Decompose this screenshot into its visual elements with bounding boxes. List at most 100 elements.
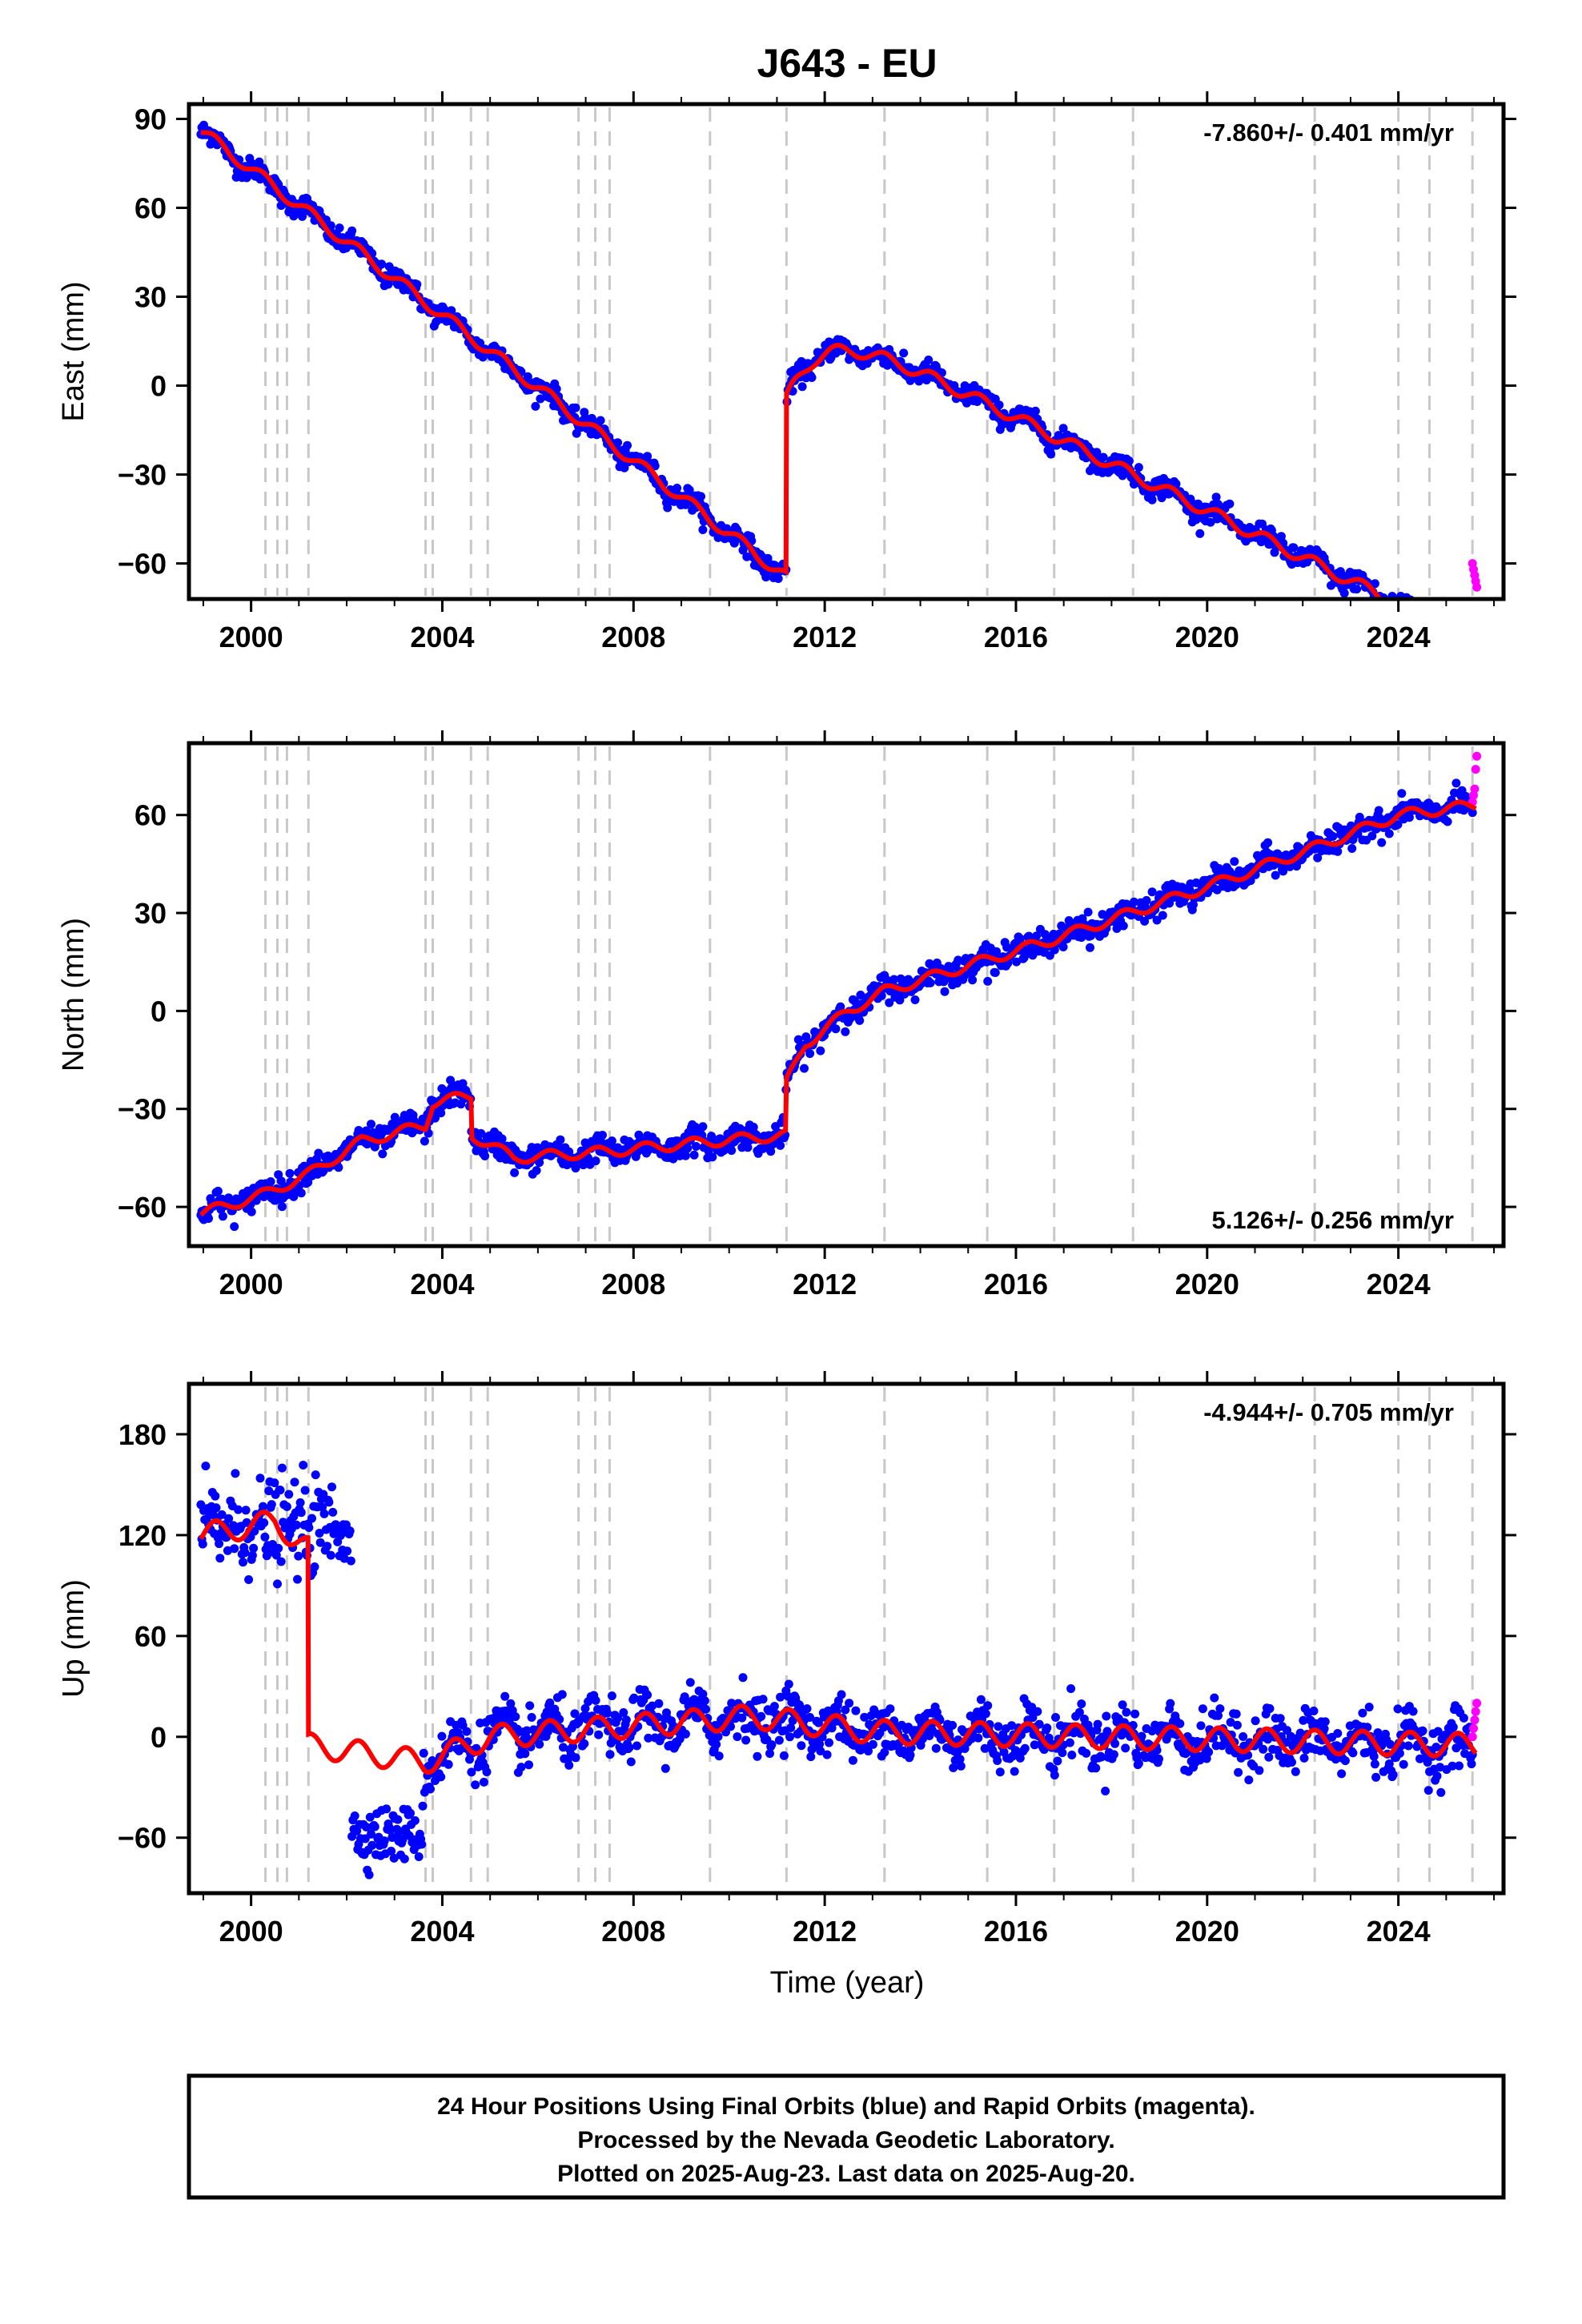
- data-point-final: [510, 1168, 520, 1177]
- data-point-final: [1386, 1739, 1395, 1749]
- data-point-final: [1067, 1751, 1077, 1759]
- data-point-final: [1020, 1743, 1030, 1753]
- x-tick-label: 2000: [219, 1915, 283, 1948]
- data-point-final: [1195, 529, 1205, 538]
- data-point-final: [339, 1554, 349, 1563]
- data-point-final: [995, 1767, 1005, 1777]
- data-point-final: [1431, 1743, 1441, 1752]
- data-point-final: [557, 1690, 567, 1699]
- data-point-final: [1435, 623, 1443, 632]
- data-point-final: [895, 995, 905, 1005]
- figure-title: J643 - EU: [757, 41, 937, 86]
- x-tick-label: 2016: [984, 621, 1048, 653]
- data-point-final: [1374, 806, 1383, 815]
- data-point-final: [1125, 456, 1134, 466]
- data-point-final: [1415, 609, 1423, 618]
- x-tick-label: 2012: [793, 621, 857, 653]
- data-point-final: [1339, 589, 1349, 598]
- data-point-final: [326, 221, 335, 231]
- data-point-final: [1399, 1759, 1408, 1769]
- data-point-final: [1030, 406, 1040, 416]
- data-point-final: [607, 1691, 616, 1701]
- data-point-final: [1271, 870, 1280, 880]
- data-point-final: [669, 1154, 678, 1164]
- data-point-final: [727, 1146, 737, 1156]
- final-orbit-points: [196, 120, 1474, 642]
- data-point-final: [311, 1470, 320, 1480]
- data-point-final: [993, 1756, 1002, 1765]
- data-point-final: [680, 1692, 689, 1702]
- data-point-final: [648, 1701, 657, 1711]
- data-point-final: [1313, 853, 1323, 862]
- data-point-final: [1393, 820, 1403, 830]
- data-point-final: [552, 384, 561, 394]
- data-point-final: [1033, 1707, 1042, 1716]
- data-point-final: [769, 1702, 779, 1711]
- data-point-final: [805, 1049, 815, 1059]
- data-point-final: [1058, 424, 1068, 433]
- y-tick-label: 180: [118, 1418, 167, 1451]
- data-point-final: [926, 978, 935, 987]
- data-point-final: [1204, 1747, 1214, 1757]
- data-point-final: [1384, 1759, 1394, 1768]
- data-point-final: [1046, 449, 1056, 459]
- x-tick-label: 2024: [1367, 621, 1431, 653]
- data-point-final: [230, 1222, 239, 1232]
- data-point-final: [726, 1722, 735, 1731]
- data-point-final: [885, 1704, 895, 1714]
- data-point-final: [1456, 629, 1464, 637]
- data-point-final: [1309, 1707, 1319, 1715]
- data-point-final: [326, 1550, 335, 1560]
- data-point-final: [948, 1720, 958, 1730]
- data-point-final: [324, 1498, 334, 1507]
- data-point-final: [850, 996, 860, 1006]
- data-point-final: [377, 259, 387, 269]
- y-tick-label: 60: [135, 799, 167, 832]
- data-point-final: [1210, 1693, 1219, 1703]
- data-point-rapid: [1471, 765, 1480, 774]
- data-point-final: [522, 1726, 532, 1735]
- data-point-final: [535, 1158, 544, 1168]
- data-point-final: [217, 1510, 227, 1519]
- data-point-final: [446, 1076, 456, 1085]
- data-point-final: [1370, 579, 1379, 589]
- data-point-rapid: [1472, 1699, 1482, 1708]
- data-point-final: [981, 1709, 990, 1719]
- y-tick-label: 60: [135, 1620, 167, 1653]
- data-point-final: [1299, 1753, 1309, 1763]
- data-point-final: [1439, 625, 1447, 634]
- data-point-final: [367, 1840, 377, 1850]
- data-point-final: [654, 1699, 664, 1708]
- data-point-final: [1465, 633, 1474, 642]
- data-point-final: [784, 1679, 793, 1689]
- data-point-final: [629, 1693, 639, 1703]
- data-point-final: [700, 1696, 709, 1706]
- data-point-final: [1445, 627, 1454, 636]
- data-point-final: [1142, 895, 1151, 905]
- data-point-final: [523, 372, 532, 381]
- data-point-final: [234, 1505, 243, 1514]
- x-tick-label: 2012: [793, 1268, 857, 1301]
- data-point-final: [1418, 1726, 1427, 1735]
- data-point-final: [315, 1529, 324, 1538]
- data-point-final: [607, 1136, 616, 1146]
- data-point-final: [776, 1140, 785, 1150]
- data-point-final: [1403, 603, 1412, 612]
- data-point-final: [1369, 1751, 1379, 1761]
- data-point-final: [1371, 1772, 1381, 1782]
- x-axis-label: Time (year): [770, 1966, 925, 2000]
- data-point-final: [1397, 789, 1407, 798]
- data-point-final: [1066, 1684, 1076, 1694]
- data-point-final: [389, 1853, 399, 1863]
- data-point-final: [307, 1514, 316, 1523]
- data-point-final: [255, 1474, 265, 1483]
- data-point-final: [1215, 1704, 1225, 1714]
- data-point-final: [1012, 957, 1022, 967]
- y-axis-label: East (mm): [57, 281, 90, 421]
- data-point-final: [570, 1709, 580, 1719]
- y-tick-label: 90: [135, 103, 167, 136]
- data-point-final: [741, 1735, 751, 1745]
- data-point-final: [801, 1032, 811, 1042]
- data-point-final: [851, 1706, 861, 1715]
- data-point-final: [1225, 499, 1235, 509]
